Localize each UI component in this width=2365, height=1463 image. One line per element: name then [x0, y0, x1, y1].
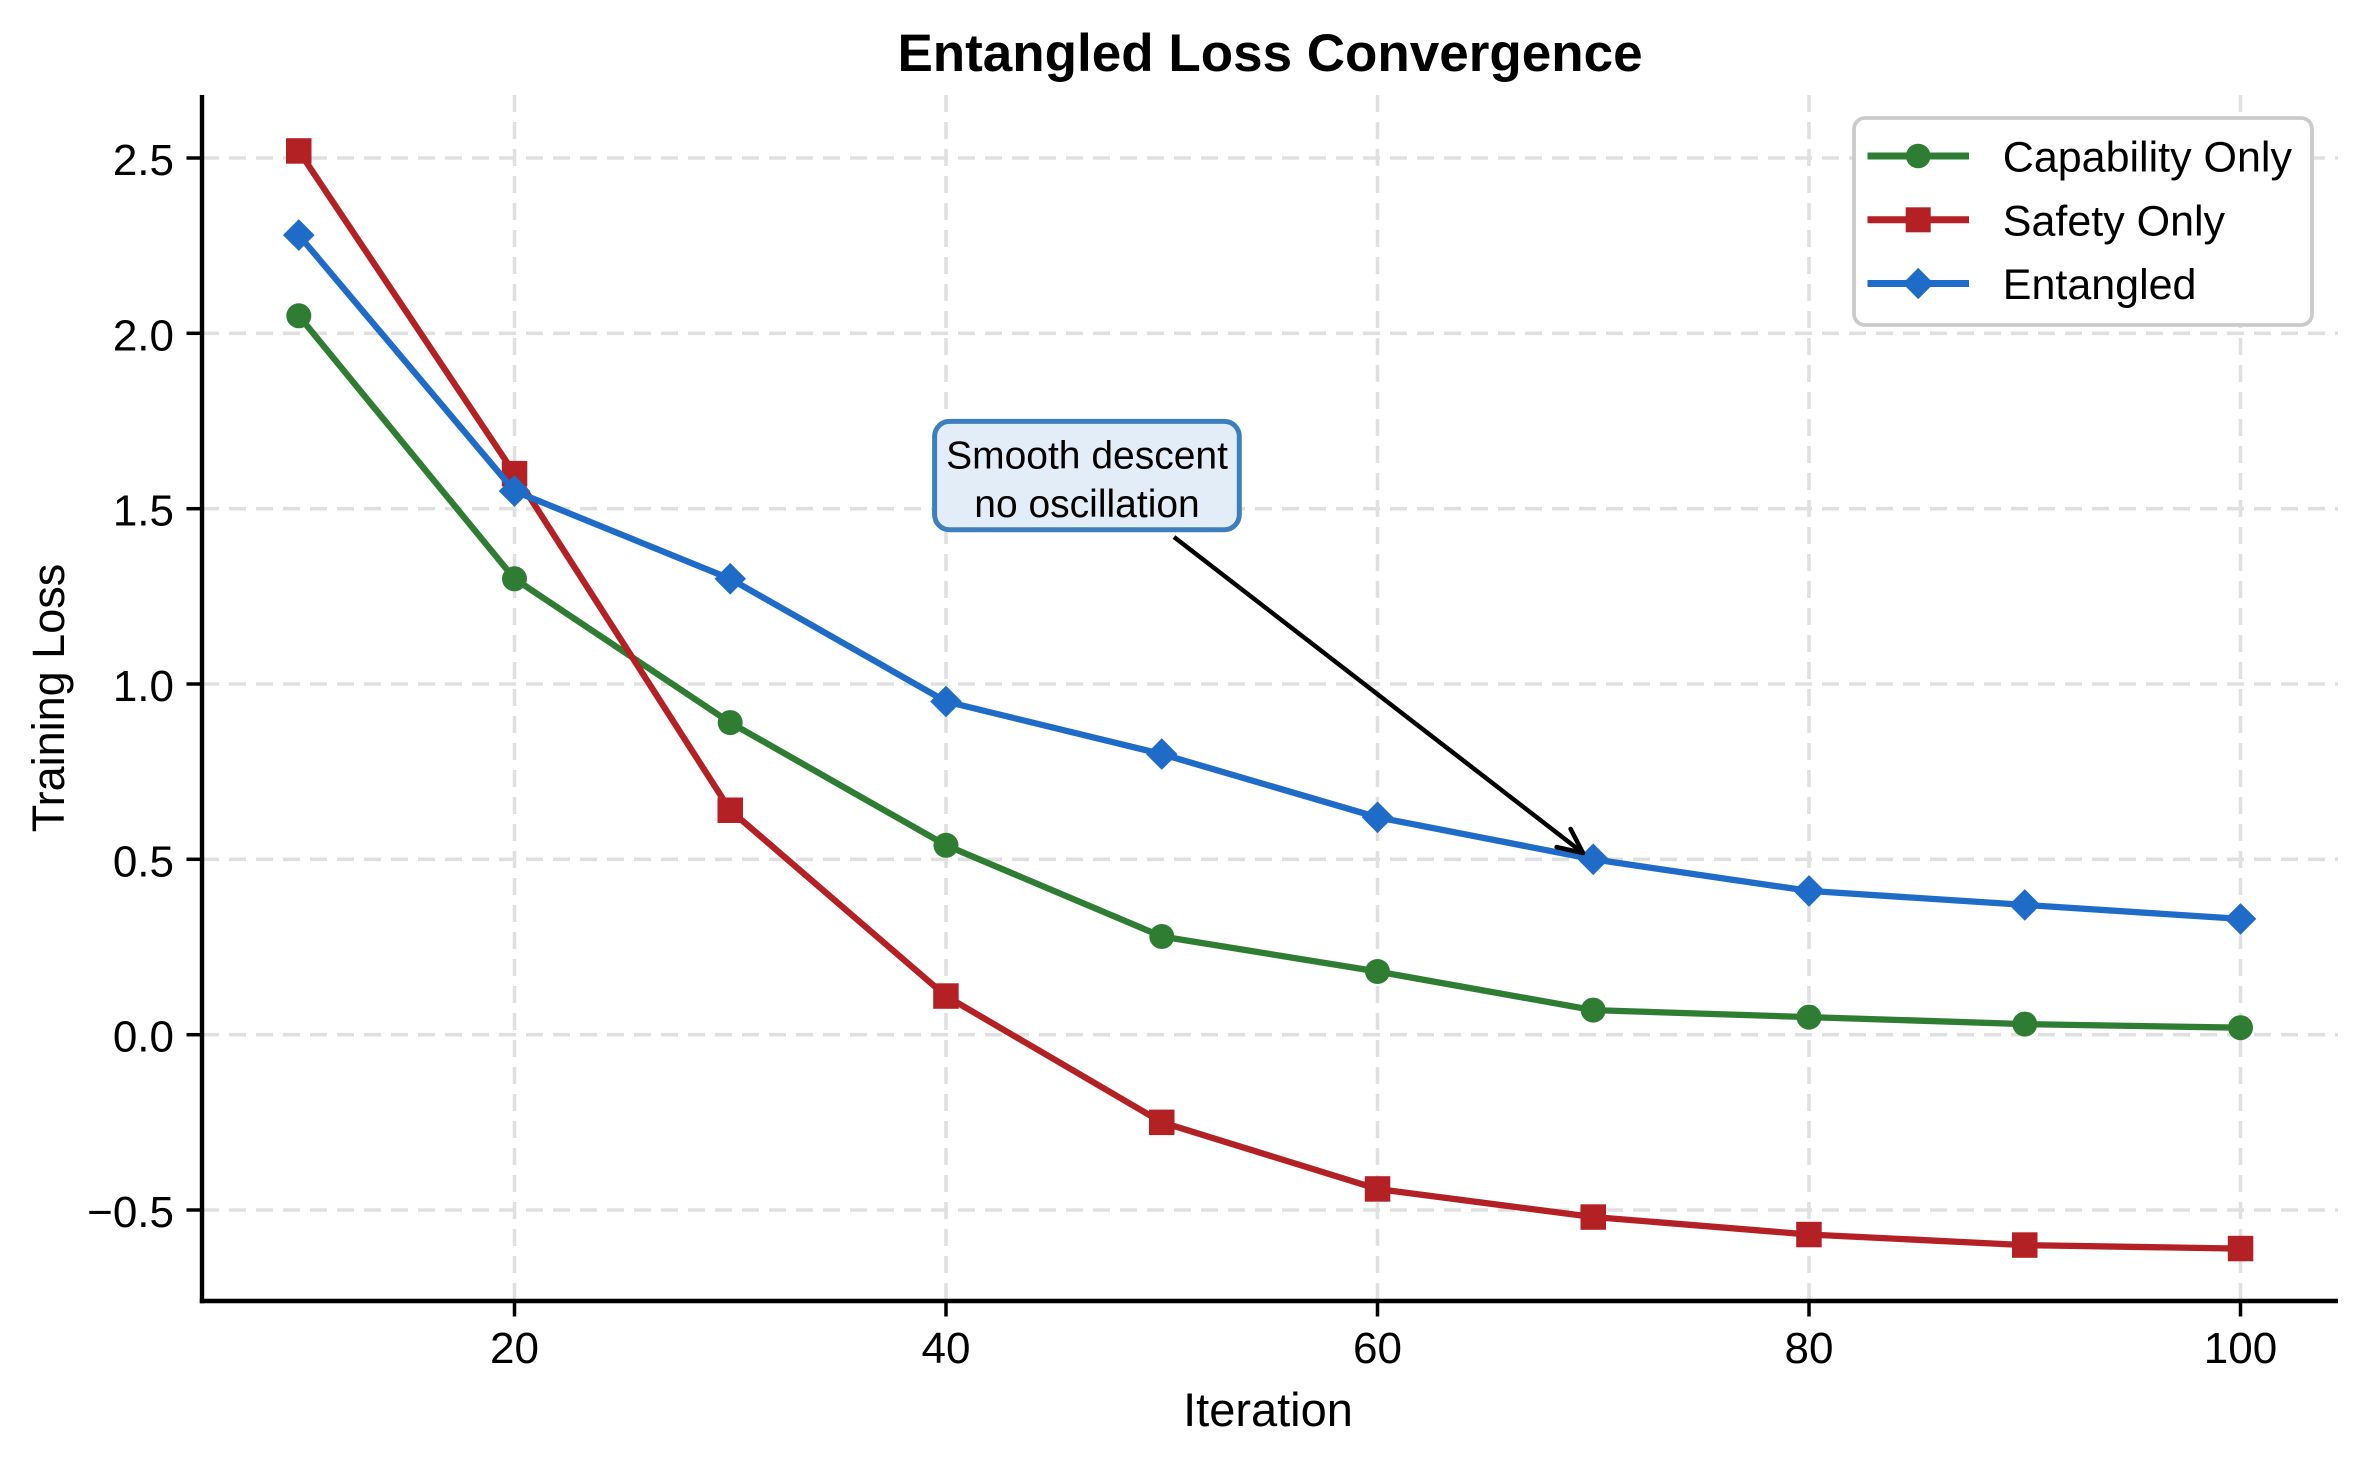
svg-text:0.0: 0.0: [113, 1013, 174, 1062]
svg-text:Safety Only: Safety Only: [2003, 197, 2226, 245]
svg-text:60: 60: [1353, 1324, 1402, 1373]
svg-text:2.0: 2.0: [113, 311, 174, 360]
svg-text:Entangled Loss Convergence: Entangled Loss Convergence: [897, 24, 1642, 83]
svg-text:100: 100: [2204, 1324, 2277, 1373]
svg-text:Capability Only: Capability Only: [2003, 134, 2293, 182]
svg-text:Smooth descent: Smooth descent: [946, 435, 1228, 478]
svg-text:0.5: 0.5: [113, 837, 174, 886]
svg-text:Training Loss: Training Loss: [23, 564, 74, 832]
svg-text:1.0: 1.0: [113, 662, 174, 711]
svg-text:80: 80: [1785, 1324, 1834, 1373]
svg-text:−0.5: −0.5: [87, 1188, 174, 1237]
svg-text:Iteration: Iteration: [1183, 1383, 1353, 1436]
svg-text:no oscillation: no oscillation: [974, 483, 1199, 526]
svg-text:1.5: 1.5: [113, 487, 174, 536]
svg-text:Entangled: Entangled: [2003, 261, 2197, 309]
svg-text:40: 40: [922, 1324, 971, 1373]
svg-text:20: 20: [490, 1324, 539, 1373]
svg-text:2.5: 2.5: [113, 136, 174, 185]
